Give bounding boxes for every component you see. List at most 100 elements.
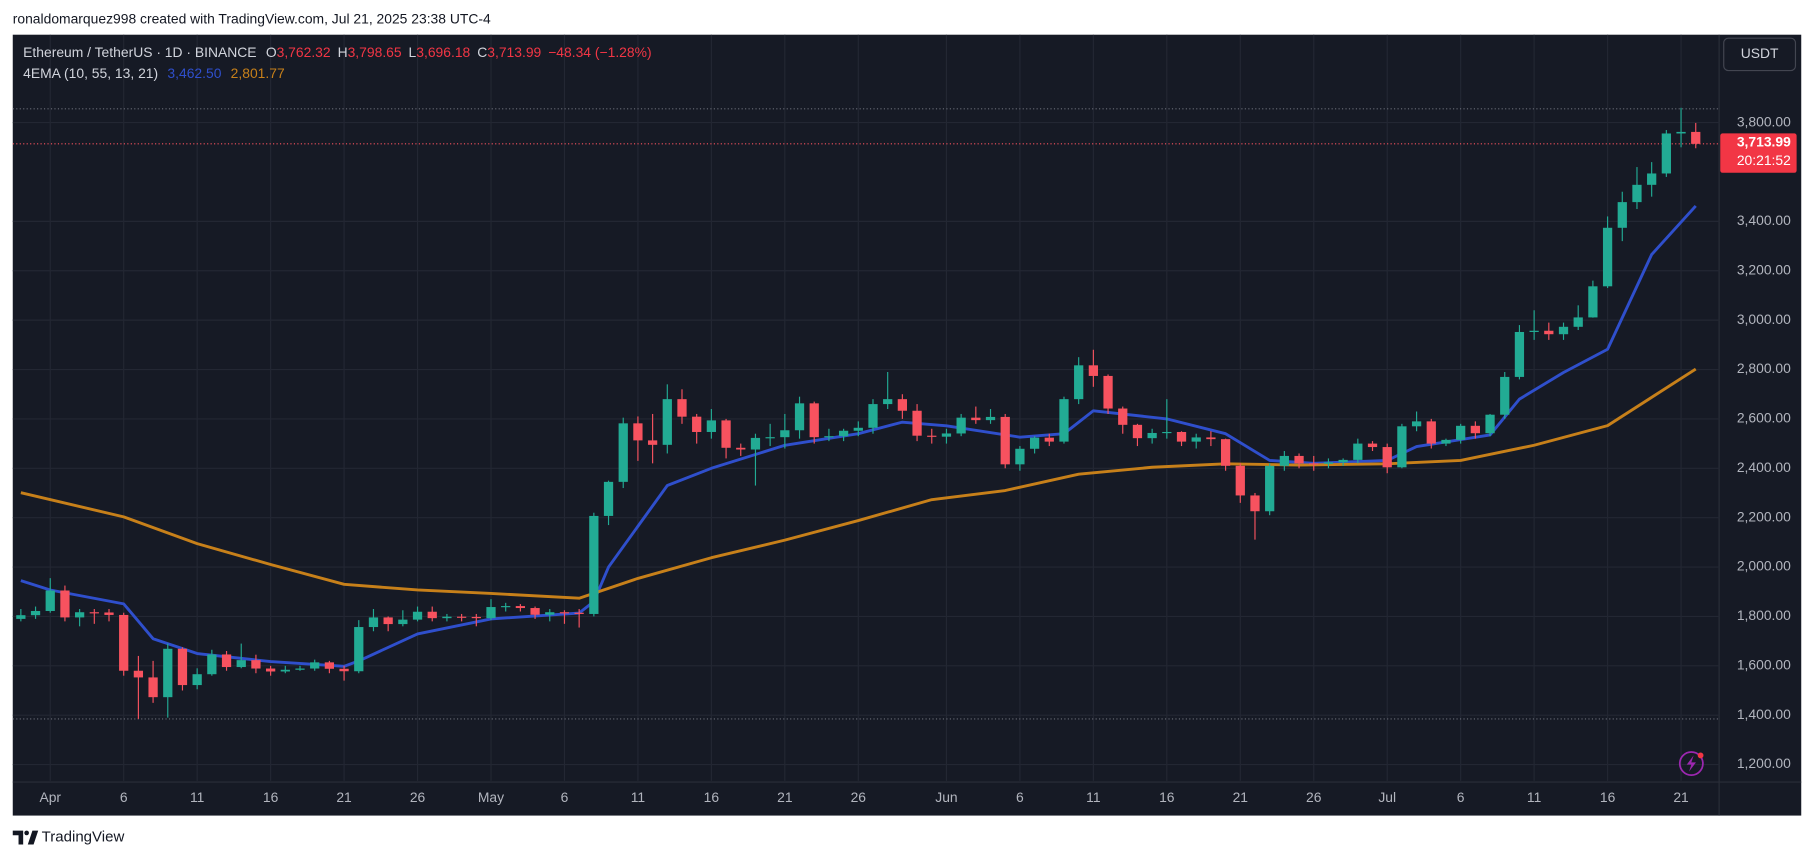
candle-body [1544, 330, 1554, 335]
candle-body [1338, 459, 1348, 463]
x-tick-label: 26 [851, 789, 867, 805]
indicator-value: 2,801.77 [231, 65, 285, 81]
candle-body [30, 610, 41, 616]
candle-body [45, 590, 55, 611]
candle-body [486, 607, 496, 619]
candle-body [1015, 448, 1025, 465]
candle-body [412, 611, 423, 620]
last-price-badge [1720, 133, 1797, 173]
candle-body [589, 515, 599, 614]
x-tick-label: 6 [120, 789, 128, 805]
indicator-name: 4EMA (10, 55, 13, 21) [23, 65, 158, 81]
candle-body [603, 481, 614, 516]
brand-logo [12, 830, 39, 845]
candle-body [1456, 425, 1466, 440]
candle-body [265, 668, 276, 672]
candle-body [354, 627, 364, 672]
candle-body [221, 654, 232, 668]
candle-body [1514, 331, 1525, 377]
y-tick-label: 2,200.00 [1737, 508, 1791, 524]
x-tick-label: 16 [704, 789, 720, 805]
x-tick-label: 6 [561, 789, 569, 805]
y-tick-label: 3,800.00 [1737, 113, 1791, 129]
candle-body [780, 430, 790, 438]
x-tick-label: 11 [1527, 789, 1542, 805]
candle-body [1647, 173, 1657, 185]
candle-body [280, 669, 290, 672]
candle-body [883, 399, 893, 405]
x-tick-label: 16 [1159, 789, 1175, 805]
candle-body [1191, 437, 1201, 442]
x-tick-label: 11 [190, 789, 205, 805]
candle-body [765, 437, 775, 439]
candle-body [1029, 437, 1040, 449]
candle-body [1382, 447, 1392, 468]
y-tick-label: 3,000.00 [1737, 311, 1791, 327]
y-tick-label: 2,400.00 [1737, 459, 1791, 475]
x-tick-label: May [478, 789, 504, 805]
candle-body [559, 612, 570, 614]
candle-body [677, 399, 687, 417]
candle-body [545, 612, 555, 615]
x-tick-label: Apr [39, 789, 61, 805]
x-tick-label: 16 [1600, 789, 1616, 805]
candle-body [1500, 376, 1510, 415]
candle-body [1103, 375, 1113, 409]
y-tick-label: 2,600.00 [1737, 410, 1791, 426]
legend-field-value: 3,762.32 [277, 44, 331, 60]
candle-body [398, 619, 408, 625]
candle-body [442, 616, 452, 619]
candle-body [1411, 421, 1422, 427]
legend-field-label: O [266, 44, 277, 60]
candle-body [1250, 495, 1260, 512]
candle-body [163, 648, 173, 698]
candle-body [721, 420, 731, 448]
candle-body [207, 654, 217, 675]
x-tick-label: 21 [777, 789, 793, 805]
legend-field-label: H [338, 44, 348, 60]
x-tick-label: 21 [1233, 789, 1249, 805]
candle-body [310, 662, 320, 669]
candle-body [456, 616, 467, 618]
candle-body [192, 674, 202, 686]
candle-body [515, 606, 526, 609]
candle-body [838, 430, 849, 437]
candle-body [1676, 131, 1686, 134]
candle-body [1206, 437, 1216, 440]
candle-body [662, 399, 672, 445]
x-tick-label: Jun [935, 789, 957, 805]
candle-body [383, 617, 393, 625]
candle-body [1235, 465, 1245, 496]
currency-button[interactable] [1723, 37, 1797, 72]
countdown: 20:21:52 [1737, 152, 1791, 168]
candle-body [868, 404, 878, 428]
candle-body [985, 416, 996, 421]
candle-body [1132, 424, 1143, 439]
candle-body [1162, 431, 1172, 434]
candle-body [912, 410, 922, 436]
x-tick-label: 6 [1016, 789, 1024, 805]
candle-body [794, 403, 805, 431]
candle-body [1558, 326, 1569, 335]
currency-button-label[interactable]: USDT [1741, 45, 1779, 61]
indicator-value: 3,462.50 [167, 65, 221, 81]
chart-panel [12, 34, 1802, 816]
candle-body [706, 420, 717, 432]
y-tick-label: 1,400.00 [1737, 706, 1791, 722]
candle-body [1118, 408, 1128, 425]
candle-body [471, 616, 481, 619]
indicator-line: 4EMA (10, 55, 13, 21) 3,462.50 2,801.77 [23, 65, 285, 81]
x-tick-label: 26 [1306, 789, 1322, 805]
legend-field-label: L [409, 44, 417, 60]
y-tick-label: 3,200.00 [1737, 261, 1791, 277]
candle-body [89, 612, 99, 614]
candle-body [1397, 426, 1407, 468]
candle-body [1441, 439, 1451, 444]
candle-body [971, 417, 981, 421]
candle-body [427, 611, 437, 619]
candle-body [1279, 455, 1289, 466]
candle-body [60, 590, 70, 618]
candle-body [251, 660, 261, 669]
legend-line: Ethereum / TetherUS · 1D · BINANCE O3,762… [23, 44, 651, 60]
x-tick-label: 11 [1086, 789, 1101, 805]
